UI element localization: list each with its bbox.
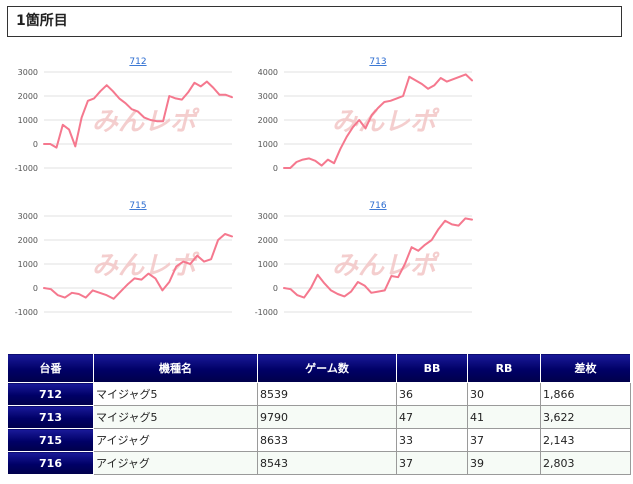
games-cell: 8543 [257, 451, 397, 475]
chart-716: 716 -1000 0 1000 2000 3000 みんレポ [240, 196, 480, 317]
diff-cell: 2,803 [540, 451, 631, 475]
y-tick-label: -1000 [15, 164, 38, 173]
chart-title-link[interactable]: 715 [129, 201, 146, 211]
series-line [283, 73, 473, 169]
y-tick-label: 2000 [258, 116, 278, 125]
series-line [43, 233, 233, 300]
y-tick-label: 4000 [258, 68, 278, 77]
machine-cell: マイジャグ5 [93, 382, 258, 406]
machine-cell: アイジャグ [93, 428, 258, 452]
rb-cell: 37 [467, 428, 541, 452]
header-bb: BB [396, 353, 468, 383]
table-row: 712 マイジャグ5 8539 36 30 1,866 [7, 382, 631, 406]
games-cell: 9790 [257, 405, 397, 429]
y-tick-label: 1000 [258, 140, 278, 149]
unit-cell[interactable]: 712 [7, 382, 94, 406]
y-tick-label: 1000 [258, 260, 278, 269]
watermark-logo: みんレポ [332, 107, 440, 137]
bb-cell: 47 [396, 405, 468, 429]
y-tick-label: 0 [33, 140, 38, 149]
y-tick-label: -1000 [255, 308, 278, 317]
series-line [43, 80, 233, 149]
unit-cell[interactable]: 715 [7, 428, 94, 452]
header-games: ゲーム数 [257, 353, 397, 383]
table-header-row: 台番 機種名 ゲーム数 BB RB 差枚 [7, 353, 631, 383]
bb-cell: 37 [396, 451, 468, 475]
y-tick-label: 3000 [18, 68, 38, 77]
rb-cell: 39 [467, 451, 541, 475]
y-tick-label: 2000 [18, 236, 38, 245]
header-diff: 差枚 [540, 353, 631, 383]
header-rb: RB [467, 353, 541, 383]
diff-cell: 1,866 [540, 382, 631, 406]
watermark-logo: みんレポ [332, 251, 440, 281]
chart-title-link[interactable]: 713 [369, 57, 386, 67]
y-tick-label: 2000 [258, 236, 278, 245]
y-tick-label: -1000 [15, 308, 38, 317]
unit-cell[interactable]: 713 [7, 405, 94, 429]
series-line [283, 217, 473, 299]
section-title: 1箇所目 [7, 6, 622, 37]
chart-716-svg: 716 -1000 0 1000 2000 3000 みんレポ [255, 201, 473, 317]
y-tick-label: 1000 [18, 260, 38, 269]
machine-cell: アイジャグ [93, 451, 258, 475]
chart-712-svg: 712 -1000 0 1000 2000 3000 みんレポ [15, 57, 233, 173]
y-tick-label: 2000 [18, 92, 38, 101]
chart-title-link[interactable]: 716 [369, 201, 386, 211]
watermark-logo: みんレポ [92, 107, 200, 137]
diff-cell: 2,143 [540, 428, 631, 452]
y-tick-label: 0 [273, 164, 278, 173]
table-row: 716 アイジャグ 8543 37 39 2,803 [7, 451, 631, 475]
y-tick-label: 3000 [18, 212, 38, 221]
games-cell: 8539 [257, 382, 397, 406]
chart-712: 712 -1000 0 1000 2000 3000 みんレポ [0, 52, 240, 173]
data-table: 台番 機種名 ゲーム数 BB RB 差枚 712 マイジャグ5 8539 36 … [7, 353, 631, 475]
bb-cell: 33 [396, 428, 468, 452]
table-row: 715 アイジャグ 8633 33 37 2,143 [7, 428, 631, 452]
chart-title-link[interactable]: 712 [129, 57, 146, 67]
diff-cell: 3,622 [540, 405, 631, 429]
y-tick-label: 3000 [258, 212, 278, 221]
table-row: 713 マイジャグ5 9790 47 41 3,622 [7, 405, 631, 429]
games-cell: 8633 [257, 428, 397, 452]
rb-cell: 30 [467, 382, 541, 406]
header-machine: 機種名 [93, 353, 258, 383]
chart-713: 713 0 1000 2000 3000 4000 みんレポ [240, 52, 480, 173]
header-unit: 台番 [7, 353, 94, 383]
bb-cell: 36 [396, 382, 468, 406]
machine-cell: マイジャグ5 [93, 405, 258, 429]
y-tick-label: 3000 [258, 92, 278, 101]
chart-715: 715 -1000 0 1000 2000 3000 みんレポ [0, 196, 240, 317]
y-tick-label: 0 [33, 284, 38, 293]
y-tick-label: 0 [273, 284, 278, 293]
unit-cell[interactable]: 716 [7, 451, 94, 475]
rb-cell: 41 [467, 405, 541, 429]
chart-713-svg: 713 0 1000 2000 3000 4000 みんレポ [258, 57, 473, 173]
y-tick-label: 1000 [18, 116, 38, 125]
